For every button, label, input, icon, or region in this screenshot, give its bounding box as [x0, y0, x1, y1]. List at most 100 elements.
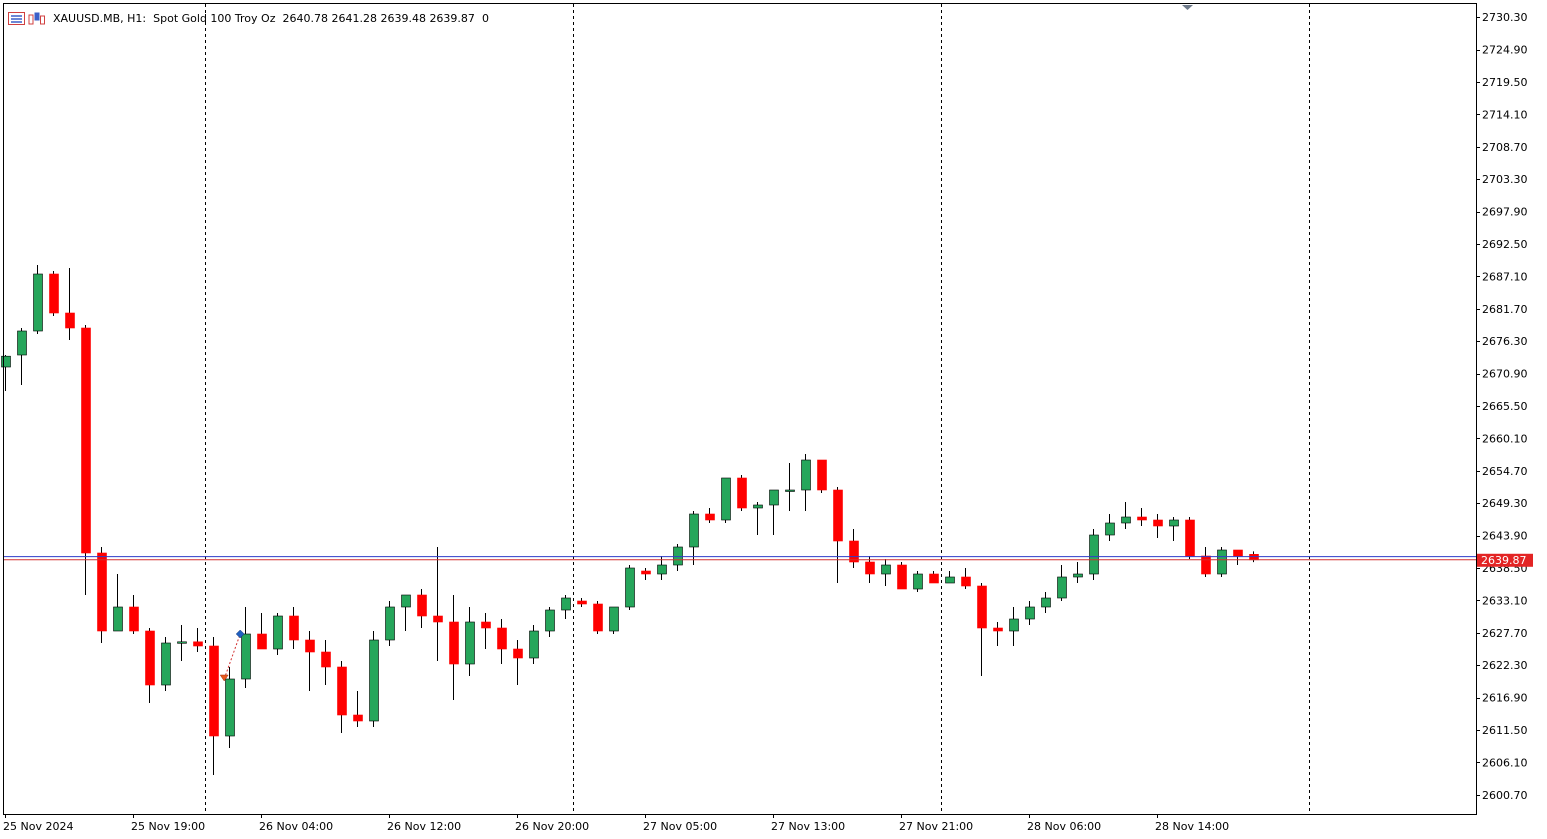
candle-body [177, 641, 187, 644]
candle [465, 607, 475, 676]
candle-body [1137, 516, 1147, 521]
y-tick-label: 2611.50 [1482, 724, 1528, 737]
candle-body [337, 666, 347, 716]
candle [97, 547, 107, 643]
candle [673, 544, 683, 571]
candle-body [1089, 534, 1099, 575]
candle [801, 454, 811, 511]
candle-body [1169, 519, 1179, 527]
candle-body [561, 597, 571, 611]
candle [497, 619, 507, 664]
candle [417, 589, 427, 628]
candle-body [49, 273, 59, 314]
candle-body [1121, 516, 1131, 524]
candle [1041, 592, 1051, 613]
candle-body [1057, 576, 1067, 599]
price-lines [4, 556, 1476, 561]
candle [881, 559, 891, 586]
candle-body [721, 477, 731, 521]
candle [385, 601, 395, 646]
x-tick-label: 26 Nov 20:00 [515, 820, 589, 833]
y-tick-label: 2649.30 [1482, 497, 1528, 510]
candle-body [369, 639, 379, 722]
candle [1201, 547, 1211, 577]
candle-body [257, 633, 267, 650]
candle-body [353, 714, 363, 722]
symbol-label: XAUUSD.MB [53, 11, 121, 25]
candle-body [865, 561, 875, 575]
candle-body [881, 564, 891, 575]
candle [1121, 502, 1131, 529]
candle [17, 328, 27, 385]
price-axis[interactable]: 2730.30 2724.90 2719.50 2714.10 2708.70 2703.… [1476, 11, 1533, 802]
y-tick-label: 2665.50 [1482, 400, 1528, 413]
candle-body [1233, 549, 1243, 557]
candle-body [33, 273, 43, 332]
candle [321, 640, 331, 685]
y-tick-label: 2708.70 [1482, 141, 1528, 154]
candlestick-chart-icon[interactable] [28, 12, 45, 25]
candle [369, 631, 379, 727]
candle [785, 463, 795, 511]
candle-body [753, 504, 763, 509]
candle-body [673, 546, 683, 566]
candle [753, 502, 763, 535]
candle-body [1073, 573, 1083, 578]
x-tick-label: 25 Nov 2024 [3, 820, 73, 833]
candle [433, 547, 443, 661]
y-tick-label: 2714.10 [1482, 108, 1528, 121]
candle [817, 459, 827, 493]
candle [33, 265, 43, 334]
candle-body [193, 641, 203, 647]
candle-body [577, 600, 587, 605]
candle-body [785, 489, 795, 492]
symbol-description: Spot Gold 100 Troy Oz [153, 11, 276, 25]
candle-body [1153, 519, 1163, 527]
candle [1153, 514, 1163, 538]
candle-body [1025, 606, 1035, 620]
candle [305, 631, 315, 691]
ohlc-values: 2640.78 2641.28 2639.48 2639.87 [282, 11, 475, 25]
chart-border [3, 3, 1477, 815]
candle [1137, 508, 1147, 526]
candle-body [449, 621, 459, 665]
candle [913, 571, 923, 592]
x-tick-label: 27 Nov 21:00 [899, 820, 973, 833]
candle-body [705, 513, 715, 521]
candle [177, 625, 187, 661]
candle-body [641, 570, 651, 575]
time-axis[interactable]: 25 Nov 2024 25 Nov 19:00 26 Nov 04:00 26 No… [3, 814, 1229, 833]
candle-body [529, 630, 539, 659]
candle [769, 489, 779, 535]
x-tick-label: 28 Nov 06:00 [1027, 820, 1101, 833]
candle [225, 667, 235, 748]
candle [849, 529, 859, 568]
candle [145, 628, 155, 703]
trade-connector [223, 633, 241, 680]
y-tick-label: 2660.10 [1482, 432, 1528, 445]
candle-body [273, 615, 283, 650]
session-separators [205, 4, 1310, 814]
y-tick-label: 2616.90 [1482, 692, 1528, 705]
candle [993, 622, 1003, 646]
candle [401, 594, 411, 631]
candle [65, 268, 75, 340]
candle-body [433, 615, 443, 623]
candle [865, 556, 875, 583]
candle-body [321, 651, 331, 668]
y-tick-label: 2643.90 [1482, 530, 1528, 543]
candle-body [417, 594, 427, 617]
candle-body [1, 355, 11, 368]
candle-body [593, 603, 603, 632]
y-tick-label: 2687.10 [1482, 270, 1528, 283]
chart-window-icon[interactable] [8, 11, 25, 25]
candle-body [241, 633, 251, 680]
candle-body [609, 606, 619, 632]
candle-body [209, 645, 219, 737]
candle [513, 640, 523, 685]
candle [609, 606, 619, 634]
candle-body [81, 327, 91, 554]
candle-body [657, 564, 667, 575]
candle-body [145, 630, 155, 686]
